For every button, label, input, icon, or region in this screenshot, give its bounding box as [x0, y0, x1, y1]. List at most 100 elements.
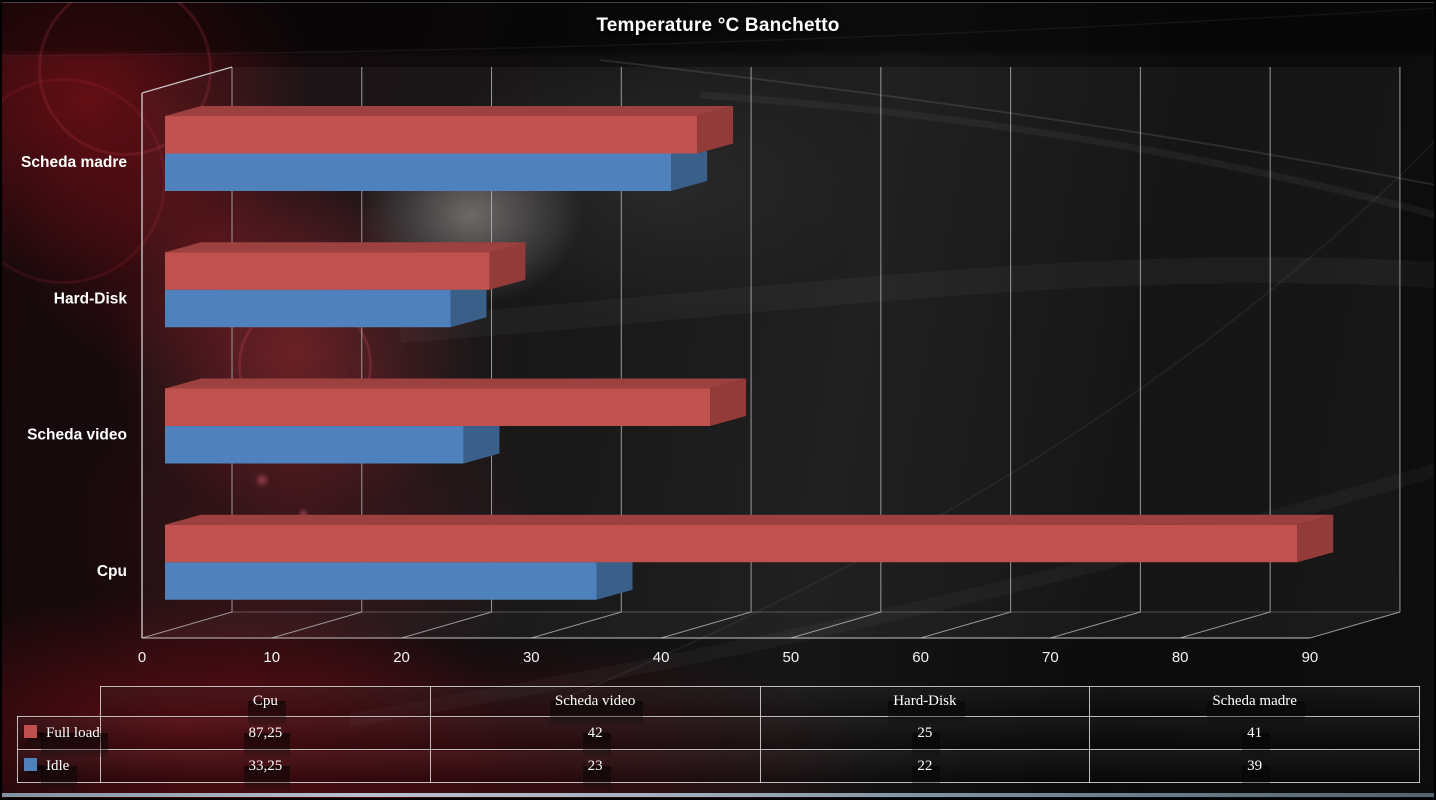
- table-corner-cell: [18, 687, 101, 717]
- bar-full-load-scheda-madre-top-face: [165, 106, 734, 116]
- bar-idle-hard-disk-end-face: [450, 279, 487, 328]
- text-shadow-box: [1242, 765, 1271, 790]
- bar-idle-scheda-madre: [165, 153, 672, 191]
- axis-tick-label-30: 30: [523, 649, 540, 666]
- axis-tick-label-90: 90: [1302, 649, 1319, 666]
- bar-idle-hard-disk: [165, 289, 451, 328]
- cell-text: 25: [912, 724, 941, 757]
- legend-swatch-full-load: [24, 724, 43, 747]
- decor-bokeh-dot: [254, 472, 270, 488]
- cell-text: Hard-Disk: [888, 692, 965, 725]
- text-shadow-box: [41, 732, 108, 757]
- text-shadow-box: [243, 765, 291, 790]
- bar-full-load-scheda-video-top-face: [165, 378, 747, 389]
- text-shadow-box: [1242, 732, 1271, 757]
- axis-tick-label-70: 70: [1042, 649, 1059, 666]
- axis-tick-label-80: 80: [1172, 649, 1189, 666]
- cell-value: Hard-Disk: [893, 693, 957, 709]
- gridline: [1050, 67, 1141, 639]
- cell-value: 42: [587, 724, 603, 741]
- cell-value: 33,25: [248, 757, 283, 774]
- gridline: [1309, 67, 1401, 639]
- top-edge-highlight: [0, 2, 1436, 3]
- gridline: [660, 67, 752, 639]
- axis-tick-label-10: 10: [263, 649, 280, 666]
- back-wall: [232, 67, 1400, 612]
- table-header-scheda-madre: Scheda madre: [1089, 686, 1420, 725]
- cell-value: Scheda madre: [1212, 693, 1297, 709]
- swatch-color-square: [24, 724, 37, 738]
- cell-text: 33,25: [243, 757, 291, 790]
- cell-value: 39: [1247, 757, 1263, 774]
- bar-full-load-hard-disk: [165, 252, 490, 290]
- bar-full-load-scheda-video-end-face: [710, 378, 747, 426]
- floor: [142, 612, 1400, 638]
- bottom-edge-highlight: [0, 793, 1436, 797]
- bar-full-load-hard-disk-top-face: [165, 242, 526, 253]
- cell-text: 39: [1242, 757, 1271, 790]
- axis-tick-label-0: 0: [138, 649, 146, 666]
- text-shadow-box: [549, 701, 644, 725]
- bar-idle-scheda-video-end-face: [463, 416, 500, 464]
- axis-tick-label-20: 20: [393, 649, 410, 666]
- bar-full-load-scheda-madre: [165, 116, 698, 154]
- category-label-cpu: Cpu: [97, 563, 127, 580]
- text-shadow-box: [912, 765, 941, 790]
- table-header-scheda-video: Scheda video: [429, 686, 761, 725]
- cell-value: 23: [587, 757, 603, 774]
- cell-value: 22: [917, 757, 933, 774]
- wall-top-edge: [141, 66, 233, 94]
- bar-full-load-scheda-madre-end-face: [697, 106, 734, 154]
- bar-idle-cpu: [165, 562, 597, 600]
- cell-text: Cpu: [247, 692, 286, 725]
- cell-value: 87,25: [248, 724, 283, 741]
- axis-tick-label-40: 40: [653, 649, 670, 666]
- gridline: [531, 67, 622, 639]
- cell-text: 22: [912, 757, 941, 790]
- legend-data-table: Cpu Scheda video Hard-Disk Scheda madre Full…: [17, 686, 1420, 790]
- cell-idle-hard-disk: 22: [759, 749, 1091, 790]
- text-shadow-box: [912, 732, 941, 757]
- bar-full-load-hard-disk-end-face: [489, 242, 526, 290]
- text-shadow-box: [41, 765, 78, 790]
- cell-text: Scheda madre: [1207, 692, 1305, 725]
- table-header-row: Cpu Scheda video Hard-Disk Scheda madre: [18, 686, 1420, 725]
- bar-full-load-cpu: [165, 524, 1298, 563]
- cell-text: Scheda video: [549, 692, 644, 725]
- text-shadow-box: [888, 701, 965, 725]
- cell-full-load-cpu: 87,25: [100, 716, 431, 757]
- category-label-scheda-video: Scheda video: [27, 427, 127, 444]
- cell-value: 25: [917, 724, 933, 741]
- cell-text: 87,25: [243, 724, 291, 757]
- legend-cell-full-load: Full load: [17, 716, 108, 757]
- cell-value: 41: [1247, 724, 1263, 741]
- data-table: Cpu Scheda video Hard-Disk Scheda madre Full…: [17, 686, 1420, 790]
- cell-text: 23: [582, 757, 611, 790]
- table-header-cpu: Cpu: [100, 686, 431, 725]
- gridline: [1180, 67, 1271, 639]
- category-label-scheda-madre: Scheda madre: [21, 154, 127, 171]
- text-shadow-box: [1207, 701, 1305, 725]
- cell-text: 41: [1242, 724, 1271, 757]
- bar-idle-scheda-video: [165, 426, 464, 464]
- cell-value: Full load: [46, 724, 100, 741]
- cell-text: 42: [582, 724, 611, 757]
- text-shadow-box: [243, 732, 291, 757]
- swatch-color-square: [24, 757, 37, 771]
- cell-idle-cpu: 33,25: [100, 749, 431, 790]
- text-shadow-box: [582, 765, 611, 790]
- gridline: [790, 67, 882, 639]
- bar-full-load-scheda-video: [165, 388, 711, 426]
- bar-idle-cpu-end-face: [596, 552, 633, 600]
- category-label-hard-disk: Hard-Disk: [54, 290, 128, 307]
- cell-value: Cpu: [252, 693, 278, 709]
- cell-value: Idle: [46, 757, 70, 774]
- table-header-hard-disk: Hard-Disk: [759, 686, 1091, 725]
- decor-bokeh-dot: [298, 508, 309, 519]
- cell-value: Scheda video: [554, 693, 636, 709]
- bar-idle-scheda-madre-end-face: [671, 143, 708, 191]
- axis-tick-label-60: 60: [912, 649, 929, 666]
